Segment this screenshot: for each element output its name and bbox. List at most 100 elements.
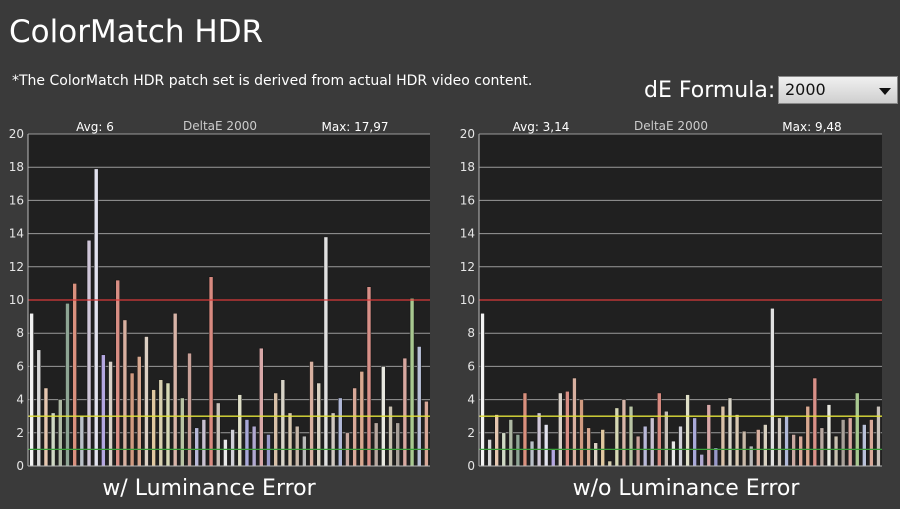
chart-2-bar — [713, 447, 719, 467]
chart-2-bar — [741, 430, 747, 467]
chart-2-bar — [805, 405, 810, 467]
chart-1-y-tick-label: 18 — [9, 160, 24, 174]
chart-2-bar — [558, 392, 563, 467]
chart-2-y-tick-label: 2 — [467, 426, 475, 440]
chart-1-bar — [58, 399, 63, 467]
chart-2-y-tick-label: 4 — [467, 393, 475, 407]
chart-2-bar — [579, 399, 584, 467]
chart-2-y-tick-label: 12 — [460, 260, 475, 274]
chart-1-bar — [287, 412, 293, 467]
chart-1-bar — [417, 346, 422, 467]
chart-1-bar — [395, 422, 400, 467]
chart-1-bar — [86, 239, 92, 467]
chart-1-bar — [316, 382, 321, 467]
chart-2-formula-label: DeltaE 2000 — [634, 119, 708, 133]
chart-2-bar — [770, 308, 775, 467]
chart-1-bar — [158, 379, 164, 467]
chart-2-bar — [678, 425, 683, 467]
chart-1-title: w/ Luminance Error — [102, 476, 316, 501]
chart-2-bar — [833, 435, 839, 467]
chart-2-y-tick-label: 18 — [460, 160, 475, 174]
de-formula-label: dE Formula: — [644, 78, 776, 103]
chart-2-bar — [840, 419, 846, 467]
chart-1-bar — [330, 412, 336, 467]
chart-1-bar — [302, 435, 307, 467]
chart-2-bar — [536, 412, 542, 467]
page-title: ColorMatch HDR — [9, 14, 264, 50]
chart-2-bar — [635, 435, 641, 467]
chart-2-bar — [621, 399, 627, 467]
chart-2-bar — [522, 392, 528, 467]
chart-1-bar — [43, 387, 49, 467]
chart-1-bar — [259, 347, 264, 467]
chart-1-bar — [409, 298, 415, 467]
chart-1-bar — [115, 279, 120, 467]
chart-1-y-tick-label: 8 — [16, 326, 24, 340]
chart-2-bar — [543, 424, 549, 467]
chart-1-bar — [338, 397, 343, 467]
chart-2-bar — [628, 405, 634, 467]
chart-2-y-tick-label: 10 — [460, 293, 475, 307]
chart-1-bar — [208, 276, 214, 467]
chart-2-bar — [586, 427, 591, 467]
chart-2-y-tick-label: 20 — [460, 127, 475, 141]
chart-2-avg-label: Avg: 3,14 — [513, 120, 570, 134]
chart-2-bar — [515, 434, 521, 467]
chart-1-y-tick-label: 6 — [16, 359, 24, 373]
chart-2-bar — [480, 313, 485, 467]
chart-1-y-tick-label: 16 — [9, 193, 24, 207]
chart-2-bar — [784, 415, 789, 467]
chart-1-bar — [237, 394, 242, 467]
chart-1-bar — [144, 336, 149, 467]
chart-2-bar — [642, 425, 648, 467]
chart-1-bar — [180, 397, 185, 467]
chart-2-bar — [565, 391, 570, 467]
de-formula-select[interactable]: 2000 — [778, 76, 898, 104]
chart-1-bar — [201, 419, 207, 467]
chart-2-bar — [720, 405, 726, 467]
chart-1-bar — [108, 361, 113, 467]
chart-2-bar — [862, 424, 867, 467]
chart-2-bar — [763, 424, 768, 467]
chart-2-title: w/o Luminance Error — [573, 476, 801, 501]
chart-1-bar — [266, 434, 271, 467]
chart-2-bar — [826, 404, 832, 467]
chart-1-bar — [129, 372, 135, 467]
chart-1-bar — [273, 392, 278, 467]
chart-2-bar — [607, 460, 612, 467]
chart-1-bar — [294, 425, 300, 467]
chart-1-bar — [230, 429, 235, 467]
chart-2-y-tick-label: 16 — [460, 193, 475, 207]
chart-2-bar — [593, 442, 598, 467]
chevron-down-icon[interactable] — [879, 88, 891, 95]
de-formula-value: 2000 — [785, 80, 826, 99]
chart-1-max-label: Max: 17,97 — [321, 120, 388, 134]
chart-1-bar — [323, 236, 329, 467]
chart-1-bar — [366, 286, 372, 467]
chart-2-bar — [847, 417, 853, 467]
chart-1-bar — [223, 439, 228, 467]
chart-2-bar — [508, 419, 514, 467]
chart-1-bar — [72, 283, 77, 467]
chart-2-bar — [869, 419, 874, 467]
chart-2-bar — [487, 439, 492, 467]
chart-2-bar — [529, 440, 535, 467]
chart-1-bar — [65, 303, 70, 467]
chart-2-bar — [876, 405, 881, 467]
chart-2-bar — [551, 449, 556, 467]
chart-2-bar — [756, 429, 761, 467]
chart-2-bar — [706, 404, 711, 467]
chart-2-bar — [494, 414, 499, 467]
chart-1-y-tick-label: 4 — [16, 393, 24, 407]
chart-1-bar — [29, 313, 34, 467]
chart-2-max-label: Max: 9,48 — [782, 120, 841, 134]
chart-2-bar — [572, 377, 577, 467]
chart-1-y-tick-label: 0 — [16, 459, 24, 473]
chart-1-y-tick-label: 12 — [9, 260, 24, 274]
chart-2-bar — [664, 410, 669, 467]
chart-1-y-tick-label: 2 — [16, 426, 24, 440]
chart-2-bar — [791, 434, 796, 467]
chart-2-bar — [777, 417, 782, 467]
chart-1-bar — [280, 379, 286, 467]
chart-1-bar — [194, 427, 199, 467]
